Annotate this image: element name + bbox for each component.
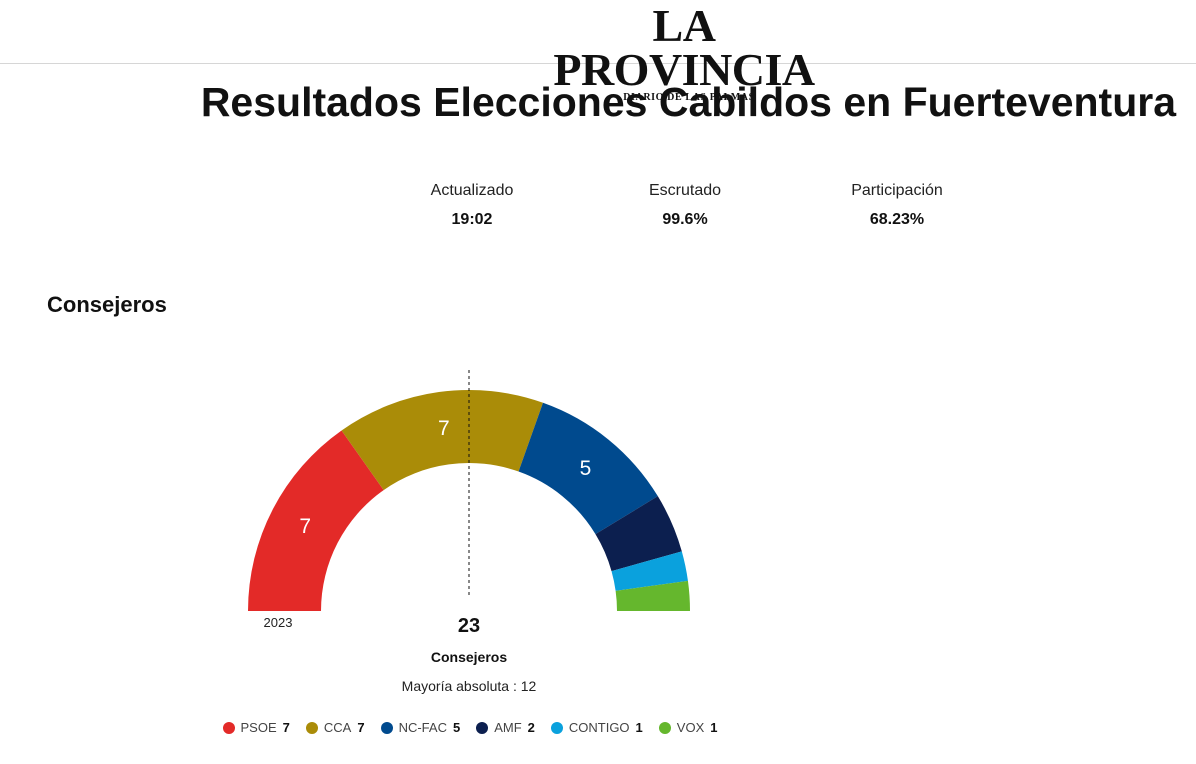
chart-legend: PSOE 7 CCA 7 NC-FAC 5 AMF 2 CONTIGO 1 VOX 1 xyxy=(0,720,940,735)
legend-value-nc-fac: 5 xyxy=(452,720,461,735)
hemicycle-arcs: 7 7 5 xyxy=(248,389,690,611)
legend-swatch-psoe xyxy=(222,721,235,734)
stat-scrutinized-label: Escrutado xyxy=(648,182,722,199)
segment-label-psoe: 7 xyxy=(299,515,311,538)
legend-item-nc-fac: NC-FAC 5 xyxy=(380,720,461,735)
legend-value-cca: 7 xyxy=(357,720,365,735)
hemicycle-segment-psoe[interactable] xyxy=(248,430,384,611)
page-title: Resultados Elecciones Cabildos en Fuerte… xyxy=(200,79,1176,125)
stat-scrutinized-value: 99.6% xyxy=(662,211,708,228)
legend-item-contigo: CONTIGO 1 xyxy=(550,720,643,735)
stat-updated-value: 19:02 xyxy=(451,211,493,228)
stat-updated-label: Actualizado xyxy=(430,182,514,199)
chart-year-label: 2023 xyxy=(264,615,293,630)
stat-scrutinized: Escrutado 99.6% xyxy=(605,181,765,230)
section-title: Consejeros xyxy=(47,292,167,317)
legend-item-amf: AMF 2 xyxy=(476,720,535,735)
legend-swatch-cca xyxy=(305,721,318,734)
stat-turnout: Participación 68.23% xyxy=(817,181,977,230)
hemicycle-segment-amf[interactable] xyxy=(595,496,682,572)
legend-value-psoe: 7 xyxy=(282,720,290,735)
hemicycle-segment-nc-fac[interactable] xyxy=(518,402,658,535)
legend-swatch-vox xyxy=(658,721,671,734)
chart-total-label: Consejeros xyxy=(431,649,507,665)
segment-label-cca: 7 xyxy=(438,417,450,440)
hemicycle-segment-vox[interactable] xyxy=(615,580,690,611)
hemicycle-segment-contigo[interactable] xyxy=(611,551,688,591)
legend-value-amf: 2 xyxy=(527,720,535,735)
logo-subtitle: DIARIO DE LAS PALMAS xyxy=(623,92,755,103)
legend-item-cca: CCA 7 xyxy=(305,720,365,735)
stat-updated: Actualizado 19:02 xyxy=(392,181,552,230)
legend-label-vox: VOX xyxy=(676,720,705,735)
legend-value-vox: 1 xyxy=(710,720,718,735)
stat-turnout-value: 68.23% xyxy=(869,211,925,228)
legend-label-cca: CCA xyxy=(323,720,352,735)
legend-item-vox: VOX 1 xyxy=(658,720,718,735)
legend-item-psoe: PSOE 7 xyxy=(222,720,290,735)
masthead: LA PROVINCIA DIARIO DE LAS PALMAS xyxy=(0,0,1196,103)
logo-wordmark: LA PROVINCIA xyxy=(553,0,815,95)
segment-label-nc-fac: 5 xyxy=(580,457,592,480)
legend-swatch-nc-fac xyxy=(380,721,393,734)
chart-total-value: 23 xyxy=(458,615,480,637)
legend-value-contigo: 1 xyxy=(635,720,643,735)
chart-majority-text: Mayoría absoluta : 12 xyxy=(402,678,537,694)
site-logo[interactable]: LA PROVINCIA DIARIO DE LAS PALMAS xyxy=(519,0,849,103)
stat-turnout-label: Participación xyxy=(851,182,943,199)
legend-label-nc-fac: NC-FAC xyxy=(398,720,447,735)
legend-label-psoe: PSOE xyxy=(240,720,277,735)
legend-label-amf: AMF xyxy=(494,720,522,735)
legend-label-contigo: CONTIGO xyxy=(568,720,630,735)
hemicycle-segment-cca[interactable] xyxy=(341,389,544,491)
legend-swatch-amf xyxy=(476,721,489,734)
legend-swatch-contigo xyxy=(550,721,563,734)
